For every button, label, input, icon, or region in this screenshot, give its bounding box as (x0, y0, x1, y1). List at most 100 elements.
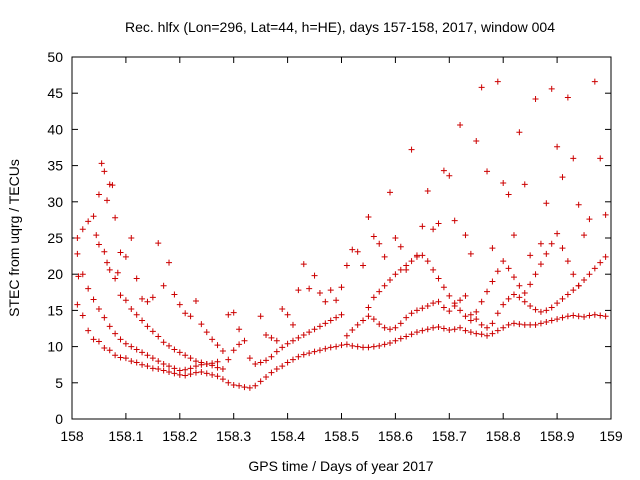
data-point (527, 252, 534, 259)
data-point (273, 366, 280, 373)
data-point (133, 359, 140, 366)
data-point (505, 295, 512, 302)
data-point (95, 305, 102, 312)
data-point (392, 324, 399, 331)
y-tick-label: 15 (47, 302, 63, 318)
data-point (316, 347, 323, 354)
data-point (413, 253, 420, 260)
data-point (516, 282, 523, 289)
data-point (597, 155, 604, 162)
data-point (527, 281, 534, 288)
data-point (473, 330, 480, 337)
data-point (112, 214, 119, 221)
data-point (246, 384, 253, 391)
data-point (279, 363, 286, 370)
data-point (214, 373, 221, 380)
data-point (484, 288, 491, 295)
data-point (543, 318, 550, 325)
data-point (343, 332, 350, 339)
data-point (149, 328, 156, 335)
data-point (306, 350, 313, 357)
data-point (462, 327, 469, 334)
data-point (284, 311, 291, 318)
data-point (225, 379, 232, 386)
data-point (554, 300, 561, 307)
data-point (408, 331, 415, 338)
data-point (397, 335, 404, 342)
data-point (424, 303, 431, 310)
data-point (219, 376, 226, 383)
data-point (98, 160, 105, 167)
data-point (408, 146, 415, 153)
data-point (365, 214, 372, 221)
data-point (95, 191, 102, 198)
data-point (435, 220, 442, 227)
data-point (74, 250, 81, 257)
data-point (564, 258, 571, 265)
data-point (457, 307, 464, 314)
data-point (505, 265, 512, 272)
data-point (397, 266, 404, 273)
data-point (376, 288, 383, 295)
data-point (198, 368, 205, 375)
data-point (322, 345, 329, 352)
data-point (230, 381, 237, 388)
data-point (311, 272, 318, 279)
data-point (246, 355, 253, 362)
data-point (397, 320, 404, 327)
data-point (440, 304, 447, 311)
data-point (338, 311, 345, 318)
data-point (408, 310, 415, 317)
x-tick-label: 158.7 (432, 428, 467, 444)
data-point (289, 321, 296, 328)
data-point (117, 336, 124, 343)
data-point (166, 363, 173, 370)
data-point (500, 179, 507, 186)
data-point (289, 356, 296, 363)
data-point (187, 365, 194, 372)
data-point (365, 344, 372, 351)
data-point (570, 287, 577, 294)
chart-title: Rec. hlfx (Lon=296, Lat=44, h=HE), days … (125, 19, 555, 35)
data-point (182, 310, 189, 317)
data-point (95, 241, 102, 248)
data-point (586, 216, 593, 223)
data-point (104, 197, 111, 204)
data-point (236, 326, 243, 333)
data-point (548, 317, 555, 324)
data-point (263, 357, 270, 364)
data-point (591, 265, 598, 272)
data-point (489, 278, 496, 285)
data-point (570, 271, 577, 278)
data-point (446, 292, 453, 299)
data-point (430, 324, 437, 331)
data-point (440, 284, 447, 291)
data-point (419, 223, 426, 230)
data-point (192, 369, 199, 376)
data-point (122, 297, 129, 304)
data-point (548, 304, 555, 311)
data-point (101, 248, 108, 255)
data-point (397, 243, 404, 250)
data-point (354, 321, 361, 328)
data-point (300, 332, 307, 339)
data-point (532, 95, 539, 102)
data-point (75, 273, 82, 280)
data-point (257, 313, 264, 320)
data-point (300, 351, 307, 358)
plot-frame (71, 56, 612, 420)
data-point (101, 314, 108, 321)
data-point (236, 341, 243, 348)
data-point (311, 326, 318, 333)
data-point (424, 258, 431, 265)
data-point (236, 382, 243, 389)
data-point (559, 295, 566, 302)
y-tick-label: 5 (55, 375, 63, 391)
data-point (451, 326, 458, 333)
data-point (521, 298, 528, 305)
data-point (343, 341, 350, 348)
data-point (532, 321, 539, 328)
data-point (85, 285, 92, 292)
data-point (484, 168, 491, 175)
